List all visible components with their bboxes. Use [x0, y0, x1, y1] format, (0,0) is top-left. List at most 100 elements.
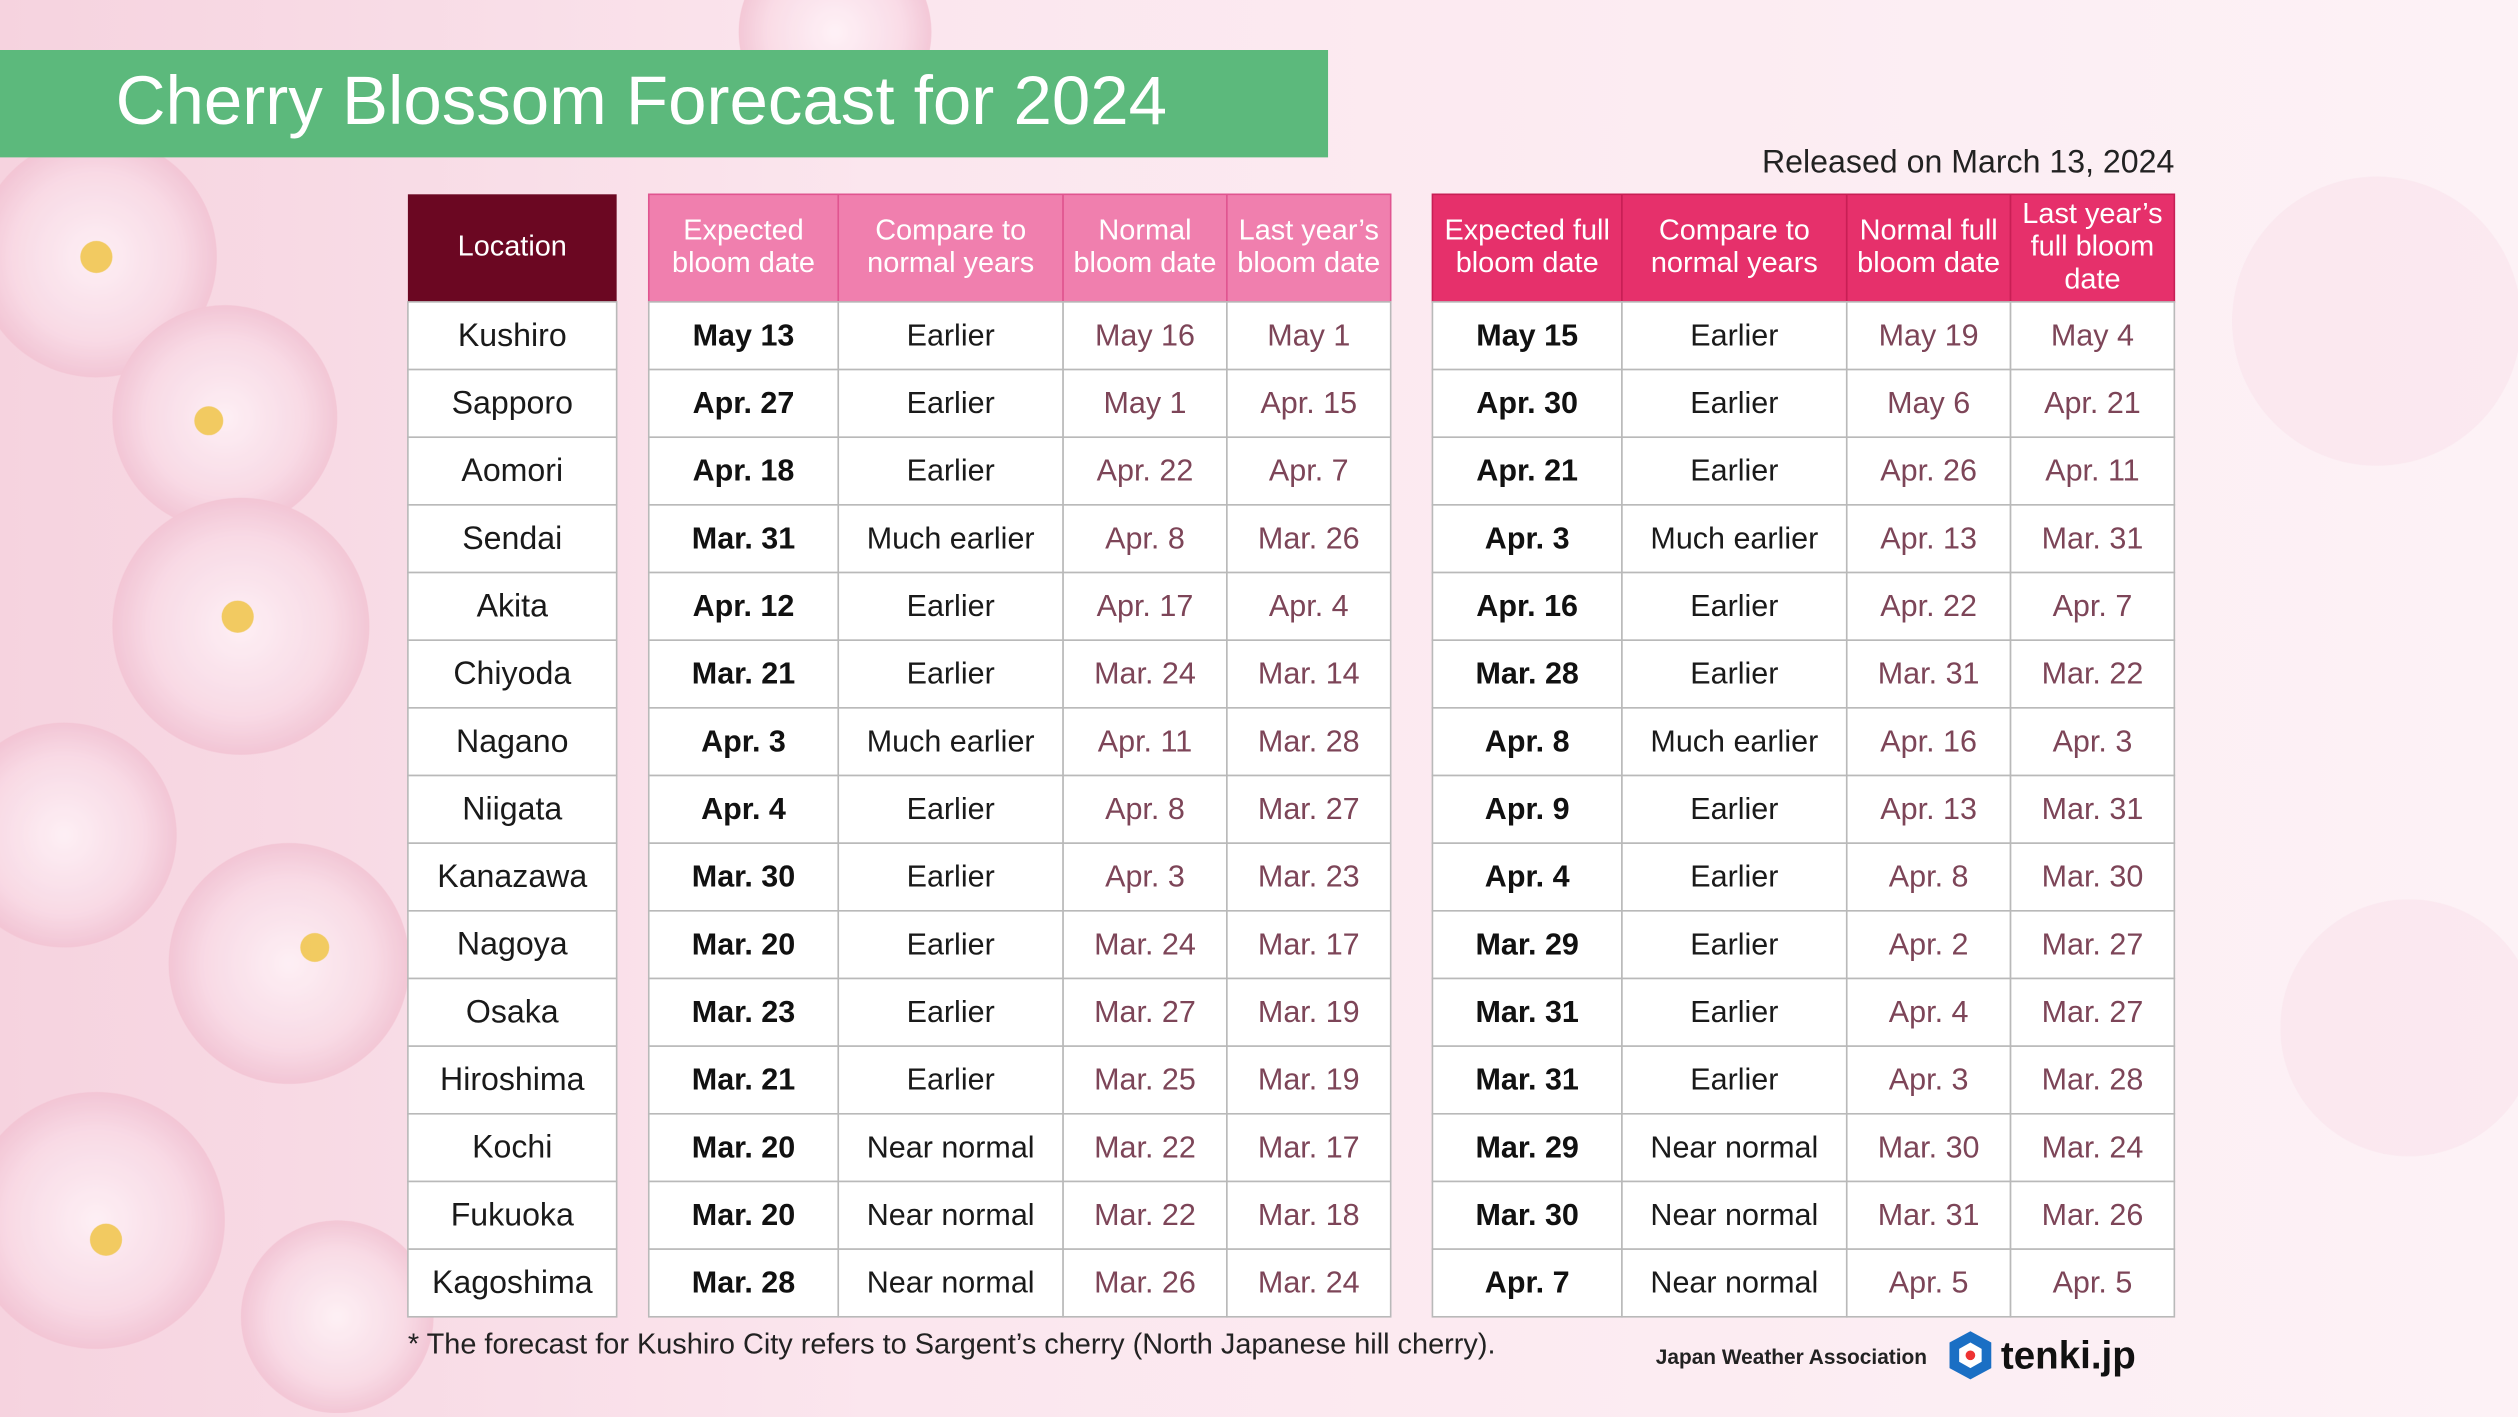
cell — [837, 774, 1064, 844]
expected-date: Apr. 16 — [1476, 589, 1578, 623]
cell — [2009, 910, 2176, 980]
cell — [1621, 1045, 1848, 1115]
cell — [1431, 842, 1623, 912]
reference-date: Mar. 31 — [2042, 792, 2144, 826]
cell — [647, 639, 840, 709]
reference-date: Apr. 3 — [1889, 1063, 1969, 1097]
column-header: bloom date — [1237, 247, 1380, 279]
cell — [1845, 301, 2012, 371]
cell — [837, 301, 1064, 371]
cell — [1062, 504, 1228, 574]
reference-date: Mar. 19 — [1258, 1063, 1360, 1097]
cell — [647, 1045, 840, 1115]
reference-date: Apr. 11 — [2045, 454, 2139, 488]
reference-date: May 16 — [1095, 318, 1195, 352]
cell — [1845, 842, 2012, 912]
expected-date: Mar. 29 — [1475, 1130, 1578, 1164]
cell — [837, 436, 1064, 506]
comparison: Earlier — [1690, 792, 1778, 826]
location-name: Sendai — [462, 520, 562, 556]
cell — [647, 436, 840, 506]
location-cell — [407, 1180, 618, 1250]
cell — [837, 707, 1064, 777]
reference-date: Apr. 15 — [1260, 386, 1357, 420]
expected-date: May 15 — [1476, 318, 1578, 352]
cell — [647, 1113, 840, 1183]
cell — [1431, 910, 1623, 980]
expected-date: Apr. 3 — [1485, 521, 1570, 555]
expected-date: Apr. 9 — [1485, 792, 1570, 826]
cell — [1621, 639, 1848, 709]
location-cell — [407, 504, 618, 574]
cell — [1431, 707, 1623, 777]
cell — [1845, 774, 2012, 844]
column-header: Last year’s — [2022, 198, 2162, 230]
location-cell — [407, 436, 618, 506]
cell — [1621, 842, 1848, 912]
reference-date: Apr. 3 — [1105, 860, 1185, 894]
reference-date: Apr. 2 — [1889, 927, 1969, 961]
brand: tenki.jp — [2001, 1335, 2136, 1378]
column-header: bloom date — [672, 247, 815, 279]
cell — [1845, 1045, 2012, 1115]
location-name: Osaka — [466, 993, 559, 1029]
reference-date: Apr. 21 — [2044, 386, 2141, 420]
location-cell — [407, 842, 618, 912]
comparison: Much earlier — [867, 521, 1035, 555]
column-header: Last year’s — [1239, 214, 1379, 246]
location-name: Niigata — [462, 790, 562, 826]
cell — [647, 504, 840, 574]
location-cell — [407, 707, 618, 777]
expected-date: Apr. 21 — [1476, 454, 1578, 488]
cell — [2009, 842, 2176, 912]
reference-date: May 6 — [1887, 386, 1970, 420]
comparison: Earlier — [1690, 386, 1778, 420]
reference-date: Apr. 7 — [2053, 589, 2133, 623]
cell — [1226, 1248, 1392, 1318]
footnote: * The forecast for Kushiro City refers t… — [408, 1328, 1496, 1360]
location-name: Sapporo — [452, 384, 573, 420]
reference-date: Apr. 8 — [1889, 860, 1969, 894]
cell — [1621, 436, 1848, 506]
location-cell — [407, 977, 618, 1047]
cell — [1226, 977, 1392, 1047]
column-header: bloom date — [1074, 247, 1217, 279]
comparison: Earlier — [1690, 318, 1778, 352]
reference-date: Mar. 18 — [1258, 1198, 1360, 1232]
cell — [647, 1248, 840, 1318]
column-header: Expected full — [1444, 214, 1609, 246]
column-header: bloom date — [1456, 247, 1599, 279]
organization: Japan Weather Association — [1656, 1346, 1927, 1369]
cell — [1062, 774, 1228, 844]
location-cell — [407, 910, 618, 980]
cell — [1226, 1180, 1392, 1250]
cell — [1226, 301, 1392, 371]
location-name: Fukuoka — [451, 1196, 574, 1232]
cell — [1431, 504, 1623, 574]
reference-date: Mar. 27 — [1258, 792, 1360, 826]
location-cell — [407, 1113, 618, 1183]
release-date: Released on March 13, 2024 — [1762, 143, 2174, 179]
comparison: Earlier — [907, 657, 995, 691]
location-header-cell — [407, 194, 617, 302]
cell — [647, 368, 840, 439]
location-cell — [407, 774, 618, 844]
cell — [1226, 1113, 1392, 1183]
reference-date: Apr. 26 — [1880, 454, 1977, 488]
cell — [837, 1113, 1064, 1183]
column-header-cell — [647, 193, 840, 303]
comparison: Earlier — [1690, 454, 1778, 488]
column-header: Compare to — [1659, 214, 1810, 246]
reference-date: Mar. 23 — [1258, 860, 1360, 894]
comparison: Earlier — [1690, 995, 1778, 1029]
expected-date: Mar. 29 — [1475, 927, 1578, 961]
cell — [1226, 1045, 1392, 1115]
expected-date: Mar. 23 — [692, 995, 795, 1029]
expected-date: Apr. 30 — [1476, 386, 1578, 420]
comparison: Earlier — [907, 454, 995, 488]
comparison: Earlier — [1690, 657, 1778, 691]
cell — [1845, 639, 2012, 709]
expected-date: Apr. 7 — [1485, 1266, 1570, 1300]
cell — [1062, 1248, 1228, 1318]
column-header-cell — [1621, 193, 1848, 303]
